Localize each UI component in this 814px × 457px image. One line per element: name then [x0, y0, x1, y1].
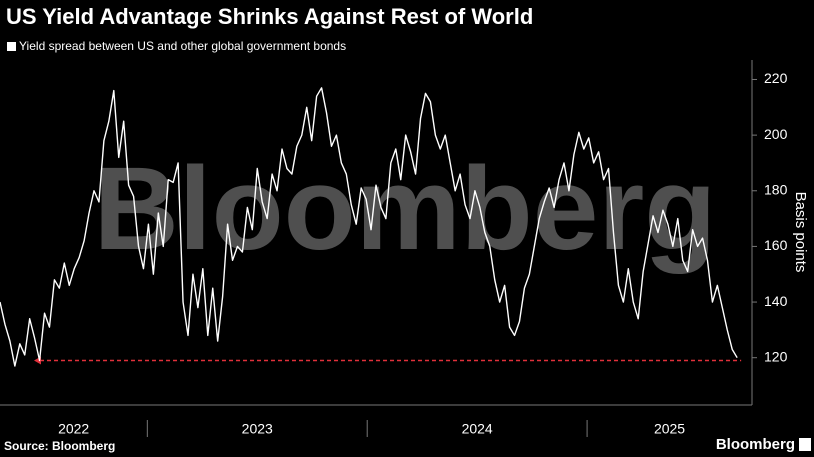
logo: Bloomberg — [716, 436, 795, 453]
y-tick-label: 220 — [764, 70, 788, 86]
series-line — [0, 87, 738, 367]
logo-icon — [799, 438, 811, 451]
legend-label: Yield spread between US and other global… — [19, 39, 346, 53]
x-tick-label: 2023 — [242, 421, 273, 437]
y-tick-label: 200 — [764, 126, 788, 142]
legend-swatch — [7, 42, 16, 51]
y-tick-label: 180 — [764, 181, 788, 197]
y-tick-label: 160 — [764, 237, 788, 253]
chart-title: US Yield Advantage Shrinks Against Rest … — [6, 4, 533, 29]
x-tick-label: 2024 — [462, 421, 493, 437]
x-tick-label: 2025 — [654, 421, 685, 437]
y-tick-label: 120 — [764, 348, 788, 364]
source: Source: Bloomberg — [4, 439, 115, 453]
y-axis-label: Basis points — [792, 192, 809, 273]
watermark: Bloomberg — [94, 143, 717, 275]
x-tick-label: 2022 — [58, 421, 89, 437]
y-tick-label: 140 — [764, 293, 788, 309]
